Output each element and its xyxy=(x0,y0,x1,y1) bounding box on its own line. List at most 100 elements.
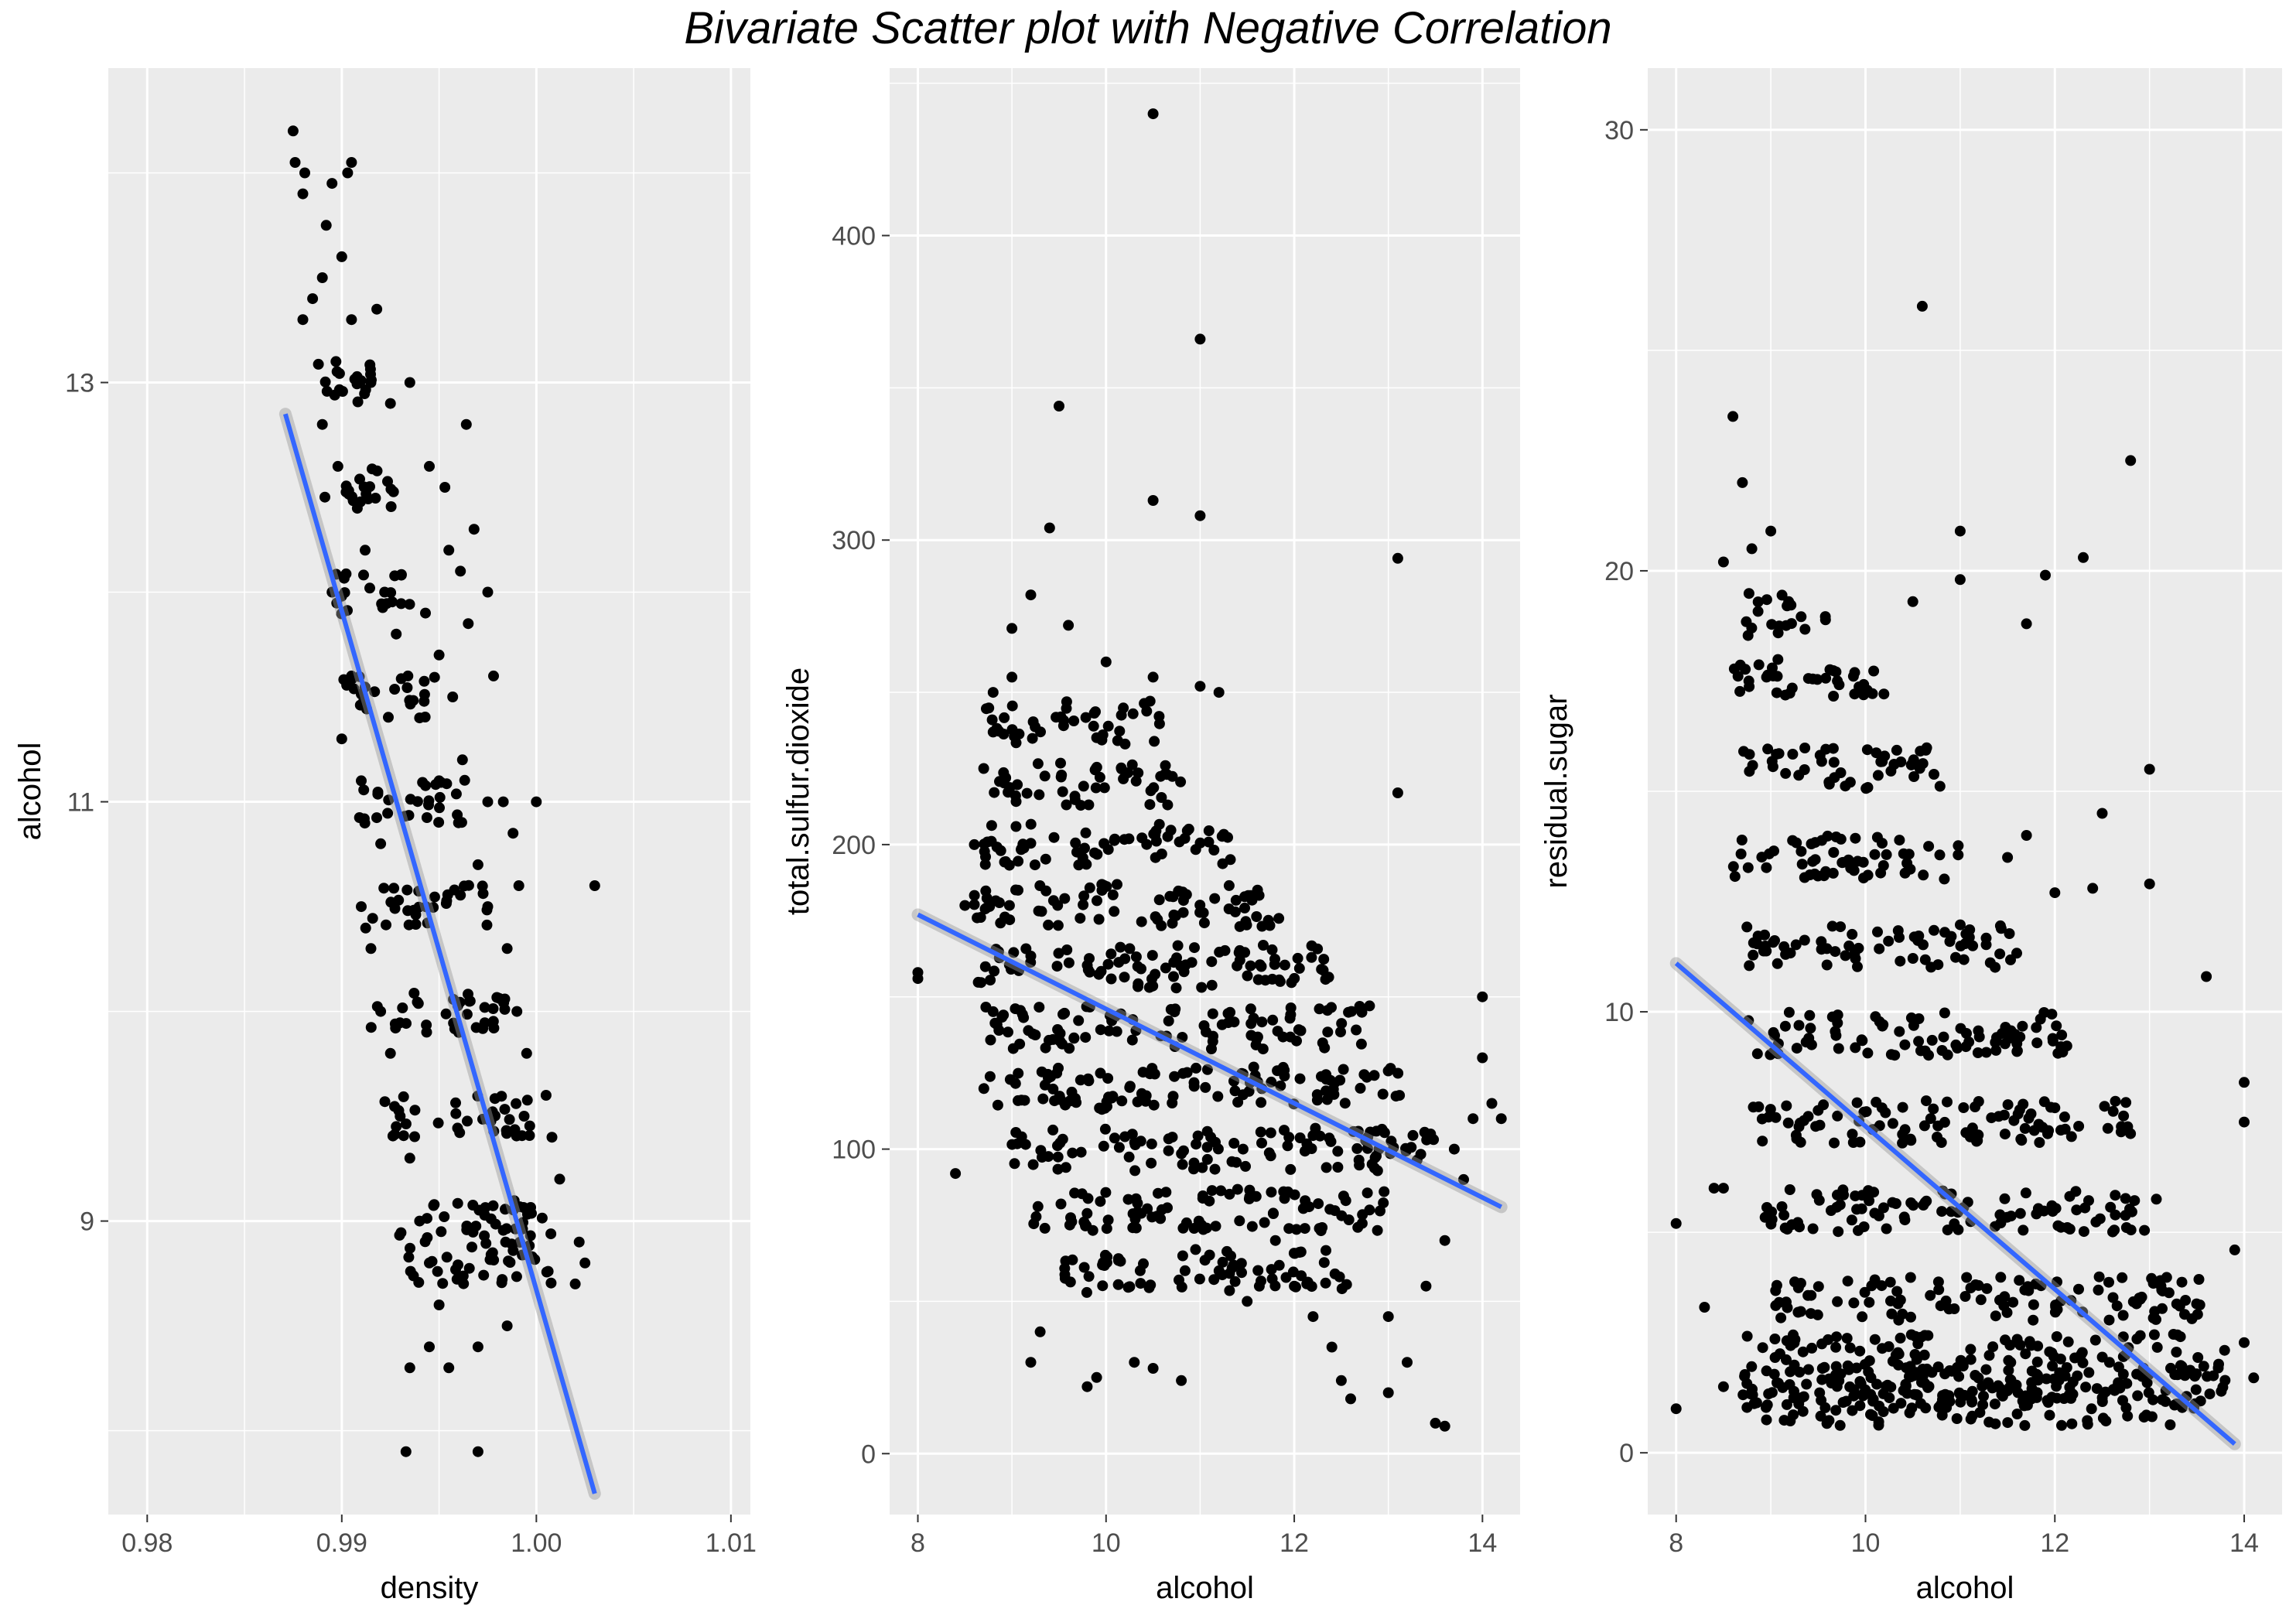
scatter-point xyxy=(2052,1047,2064,1059)
scatter-point xyxy=(389,1129,401,1140)
scatter-point xyxy=(404,695,415,706)
scatter-point xyxy=(1336,1018,1348,1030)
scatter-point xyxy=(1255,1126,1266,1138)
scatter-point xyxy=(1886,1308,1898,1320)
scatter-point xyxy=(2059,1123,2071,1135)
scatter-point xyxy=(1059,893,1071,904)
scatter-point xyxy=(2099,1101,2110,1112)
scatter-point xyxy=(1167,1132,1178,1143)
scatter-point xyxy=(1897,1101,1908,1113)
scatter-point xyxy=(1781,1399,1792,1410)
scatter-point xyxy=(2071,1204,2082,1216)
scatter-point xyxy=(1354,1001,1365,1012)
scatter-point xyxy=(463,996,475,1007)
scatter-point xyxy=(1828,847,1840,858)
scatter-point xyxy=(2061,1040,2072,1052)
x-tick-label: 1.00 xyxy=(511,1528,562,1558)
scatter-point xyxy=(2146,1411,2158,1422)
scatter-point xyxy=(1057,1009,1068,1020)
scatter-point xyxy=(1153,1187,1163,1199)
scatter-point xyxy=(1806,1342,1818,1354)
scatter-point xyxy=(478,1269,490,1281)
scatter-point xyxy=(1748,949,1759,961)
scatter-point xyxy=(1004,1074,1016,1085)
scatter-point xyxy=(379,1096,391,1108)
scatter-point xyxy=(2191,1368,2202,1380)
scatter-point xyxy=(2217,1381,2229,1393)
scatter-point xyxy=(488,670,499,681)
scatter-point xyxy=(1246,1221,1258,1232)
scatter-point xyxy=(1242,970,1253,982)
scatter-point xyxy=(1951,1413,1963,1424)
scatter-point xyxy=(1744,681,1755,692)
scatter-point xyxy=(2120,1193,2131,1204)
scatter-point xyxy=(1343,1006,1355,1018)
scatter-point xyxy=(371,303,383,315)
scatter-point xyxy=(479,1017,490,1029)
scatter-point xyxy=(1778,1415,1790,1426)
scatter-point xyxy=(1458,1173,1469,1185)
scatter-point xyxy=(1256,1016,1268,1028)
scatter-point xyxy=(501,943,513,955)
scatter-point xyxy=(1116,762,1127,774)
scatter-point xyxy=(2002,1099,2014,1111)
scatter-point xyxy=(1770,1112,1782,1123)
scatter-point xyxy=(984,900,996,912)
scatter-point xyxy=(1289,972,1300,984)
scatter-point xyxy=(342,167,354,179)
scatter-point xyxy=(1959,938,1971,949)
scatter-point xyxy=(1088,720,1099,732)
scatter-point xyxy=(2043,1125,2055,1136)
scatter-point xyxy=(1999,1129,2011,1140)
scatter-point xyxy=(2147,1312,2159,1323)
scatter-point xyxy=(456,754,468,766)
scatter-point xyxy=(421,1026,432,1038)
scatter-point xyxy=(1960,1127,1972,1139)
scatter-point xyxy=(1112,879,1122,890)
scatter-point xyxy=(1170,982,1182,994)
scatter-point xyxy=(2141,1377,2153,1388)
scatter-point xyxy=(326,178,338,190)
scatter-point xyxy=(1208,1274,1220,1286)
scatter-point xyxy=(1091,1371,1102,1383)
scatter-point xyxy=(1870,1011,1881,1023)
scatter-point xyxy=(1809,854,1821,866)
scatter-point xyxy=(2047,1033,2059,1044)
scatter-point xyxy=(365,1022,377,1033)
scatter-point xyxy=(1306,940,1317,951)
scatter-point xyxy=(1887,1197,1898,1208)
scatter-point xyxy=(1939,1007,1950,1019)
scatter-point xyxy=(2078,552,2089,563)
scatter-point xyxy=(349,374,360,385)
scatter-point xyxy=(1883,935,1895,947)
scatter-point xyxy=(1212,1143,1224,1155)
scatter-point xyxy=(1025,838,1037,849)
scatter-point xyxy=(1978,1391,1989,1402)
scatter-point xyxy=(1773,748,1785,760)
scatter-point xyxy=(1990,1044,2002,1056)
scatter-point xyxy=(1900,1378,1912,1390)
scatter-point xyxy=(1073,1015,1085,1026)
scatter-point xyxy=(1136,963,1146,975)
scatter-point xyxy=(1850,1042,1861,1054)
scatter-point xyxy=(1929,924,1939,936)
scatter-point xyxy=(467,1226,479,1238)
scatter-point xyxy=(1747,760,1758,771)
scatter-point xyxy=(1761,1414,1772,1426)
scatter-point xyxy=(1872,770,1884,781)
scatter-point xyxy=(1266,944,1278,955)
scatter-point xyxy=(1321,1094,1333,1105)
scatter-point xyxy=(1207,1008,1218,1019)
scatter-point xyxy=(1092,895,1102,907)
scatter-point xyxy=(1919,1197,1931,1208)
scatter-point xyxy=(1897,1137,1908,1149)
scatter-point xyxy=(2117,1331,2129,1343)
scatter-point xyxy=(1040,885,1052,897)
scatter-point xyxy=(1037,1152,1047,1163)
scatter-point xyxy=(2018,1098,2029,1110)
scatter-point xyxy=(2011,1334,2023,1345)
scatter-point xyxy=(1369,1152,1381,1163)
scatter-point xyxy=(480,1238,492,1249)
scatter-point xyxy=(2035,1280,2047,1292)
scatter-point xyxy=(1990,1037,2001,1048)
